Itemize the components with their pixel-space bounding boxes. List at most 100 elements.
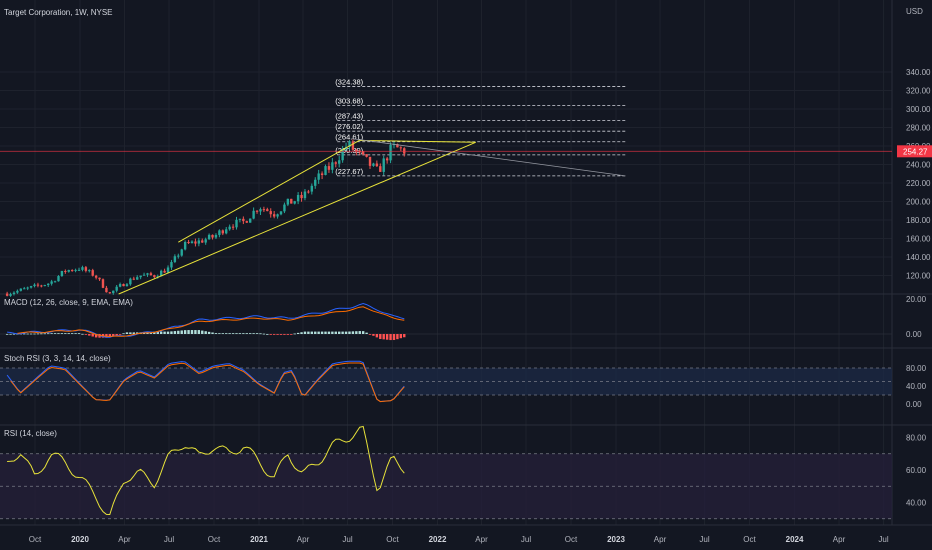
macd-histogram-bar [122, 333, 125, 335]
candle-body [269, 211, 272, 215]
macd-histogram-bar [348, 331, 351, 334]
macd-histogram-bar [399, 334, 403, 339]
candle-body [204, 239, 207, 243]
candle-body [67, 270, 70, 272]
candle-body [303, 191, 307, 199]
fib-levels[interactable]: (324.38) (303.68) (287.43)(276.02) (264.61)… [335, 77, 626, 177]
macd-histogram-bar [245, 333, 248, 334]
candle-body [190, 241, 194, 244]
macd-histogram-bar [368, 334, 372, 335]
projection-line [351, 138, 626, 177]
macd-histogram-bar [238, 333, 242, 334]
price-tick: 160.00 [906, 235, 931, 244]
macd-histogram-bar [33, 333, 36, 335]
candle-body [139, 275, 142, 278]
candle-body [355, 149, 358, 152]
time-tick: Apr [118, 535, 131, 544]
candle-body [389, 144, 392, 161]
candle-body [372, 163, 375, 166]
candle-body [201, 240, 204, 243]
time-tick: Oct [208, 535, 221, 544]
macd-histogram-bar [77, 333, 81, 335]
macd-histogram-bar [290, 334, 293, 335]
rsi-label: RSI (14, close) [4, 429, 57, 438]
fib-level-label: (250.39) [335, 146, 363, 155]
macd-histogram-bar [115, 334, 118, 336]
price-tick: 240.00 [906, 161, 931, 170]
candle-body [218, 230, 221, 235]
trend-drawings[interactable] [0, 138, 892, 295]
macd-histogram-bar [361, 331, 365, 334]
macd-histogram-bar [252, 333, 255, 334]
candle-body [74, 269, 77, 271]
candle-body [180, 249, 183, 256]
macd-histogram-bar [132, 332, 135, 334]
macd-histogram-bar [108, 334, 112, 338]
macd-histogram-bar [310, 331, 314, 334]
channel-upper [178, 140, 360, 243]
candle-body [197, 240, 201, 244]
macd-histogram-bar [286, 334, 290, 335]
candle-body [207, 234, 211, 240]
candle-body [225, 229, 228, 234]
macd-histogram-bar [235, 333, 238, 334]
macd-histogram-bar [84, 334, 88, 335]
candle-body [324, 166, 327, 176]
candle-body [307, 191, 310, 193]
candle-body [115, 286, 118, 291]
macd-histogram-bar [125, 332, 129, 334]
rsi-line [7, 425, 405, 516]
price-tick: 340.00 [906, 68, 931, 77]
stoch-label: Stoch RSI (3, 3, 14, 14, close) [4, 354, 111, 363]
candle-body [235, 219, 238, 228]
candle-body [108, 292, 112, 294]
macd-histogram-bar [177, 330, 180, 334]
macd-histogram-bar [221, 333, 225, 334]
candle-body [122, 284, 125, 287]
macd-histogram-bar [320, 331, 324, 334]
price-tick: 120.00 [906, 272, 931, 281]
candle-body [262, 209, 266, 211]
fib-level-label: (264.61) [335, 133, 363, 142]
candle-body [118, 284, 122, 287]
candle-body [84, 267, 88, 271]
macd-histogram-bar [334, 331, 337, 334]
macd-histogram-bar [296, 332, 300, 334]
price-tick: 200.00 [906, 198, 931, 207]
candle-body [327, 166, 331, 170]
signal-line [17, 306, 405, 338]
candle-body [187, 241, 190, 244]
candle-body [272, 214, 276, 217]
macd-histogram-bar [64, 333, 67, 334]
fib-level-label: (324.38) [335, 77, 363, 86]
candle-body [194, 241, 197, 244]
candle-body [132, 278, 135, 280]
candle-body [64, 270, 67, 272]
macd-histogram-bar [47, 333, 50, 335]
macd-histogram-bar [218, 333, 221, 334]
candle-body [136, 277, 139, 280]
time-tick: Apr [833, 535, 846, 544]
candle-body [149, 273, 153, 276]
macd-histogram-bar [29, 333, 33, 335]
fib-level-label: (303.68) [335, 97, 363, 106]
macd-tick: 0.00 [906, 330, 922, 339]
macd-histogram-bar [197, 330, 201, 334]
macd-histogram-bar [156, 331, 159, 334]
macd-histogram-bar [118, 334, 122, 335]
candle-body [211, 234, 214, 238]
price-tick: 280.00 [906, 124, 931, 133]
candle-body [255, 210, 259, 212]
candle-body [40, 285, 43, 287]
candle-body [290, 198, 293, 204]
candle-body [16, 290, 19, 293]
candle-body [283, 204, 286, 212]
channel-lower [118, 141, 476, 295]
candle-body [12, 292, 16, 295]
stoch-rsi-pane [0, 360, 892, 403]
candle-body [259, 209, 262, 212]
macd-histogram-bar [266, 333, 269, 335]
rsi-tick: 80.00 [906, 434, 927, 443]
candle-body [300, 194, 303, 199]
